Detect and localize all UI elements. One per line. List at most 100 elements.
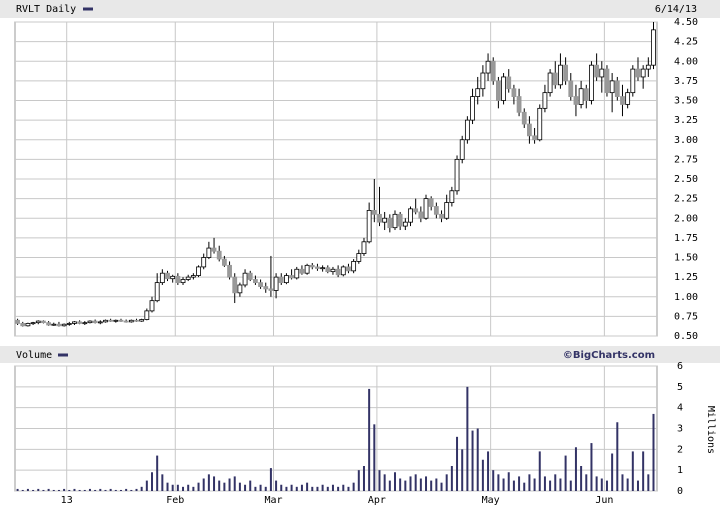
candle-body <box>480 72 486 90</box>
volume-bar <box>362 466 365 491</box>
volume-bar <box>518 476 521 491</box>
candle-body <box>139 319 145 322</box>
volume-bar <box>383 474 386 491</box>
header-band <box>0 0 720 18</box>
candle-body <box>408 208 413 223</box>
candle-body <box>377 213 382 223</box>
volume-bar <box>130 489 133 491</box>
candle-body <box>511 88 517 97</box>
volume-bar <box>280 484 283 491</box>
candle-body <box>25 323 31 327</box>
y-tick-label: 4.25 <box>674 37 698 48</box>
volume-bar <box>57 489 60 491</box>
volume-bar <box>595 476 598 491</box>
candle-body <box>439 213 444 219</box>
volume-bar <box>63 488 66 491</box>
candle-body <box>454 158 460 192</box>
candle-body <box>382 217 388 223</box>
volume-bar <box>99 488 102 491</box>
candle-body <box>128 319 134 323</box>
candle-body <box>423 198 429 219</box>
candle-body <box>56 323 62 327</box>
candle-body <box>397 213 403 227</box>
candle-body <box>268 288 274 291</box>
candle-body <box>284 275 289 284</box>
volume-bar <box>228 478 231 491</box>
y-tick-label: 2.00 <box>674 213 698 224</box>
candle-body <box>263 286 269 290</box>
volume-bar <box>533 478 536 491</box>
candle-body <box>599 68 605 78</box>
volume-bar <box>626 478 629 491</box>
volume-bar <box>145 480 148 491</box>
volume-bar <box>326 486 329 491</box>
volume-bar <box>445 474 448 491</box>
candle-body <box>15 319 20 324</box>
y-tick-label: 3.50 <box>674 96 698 107</box>
volume-bar <box>254 486 257 491</box>
candle-body <box>325 267 331 273</box>
volume-header-band <box>0 346 720 363</box>
candle-body <box>490 60 496 82</box>
candle-body <box>428 198 434 207</box>
candle-body <box>87 320 93 324</box>
candle-body <box>170 275 176 280</box>
volume-bar <box>492 470 495 491</box>
candle-body <box>30 322 36 325</box>
volume-bar <box>285 486 288 491</box>
volume-bar <box>636 480 639 491</box>
candle-body <box>449 190 455 203</box>
volume-bar <box>171 484 174 491</box>
volume-bar <box>352 482 355 491</box>
volume-bar <box>585 474 588 491</box>
candle-body <box>361 241 367 254</box>
volume-bar <box>259 484 262 491</box>
candle-body <box>134 319 139 322</box>
candle-body <box>242 272 248 286</box>
candle-body <box>495 80 501 101</box>
candle-body <box>216 250 222 260</box>
candle-body <box>346 266 351 272</box>
candle-body <box>46 322 52 326</box>
y-tick-label: 2.75 <box>674 154 698 165</box>
volume-title: Volume <box>16 350 52 361</box>
candle-body <box>356 253 362 262</box>
candle-body <box>253 279 258 284</box>
candle-body <box>521 111 527 125</box>
candle-body <box>630 68 636 94</box>
volume-bar <box>78 489 81 491</box>
volume-bar <box>404 480 407 491</box>
candle-body <box>165 272 170 280</box>
volume-bar <box>218 480 221 491</box>
y-tick-label: 1.50 <box>674 253 698 264</box>
candle-body <box>527 123 532 137</box>
volume-bar <box>223 482 226 491</box>
candle-body <box>583 88 589 101</box>
candle-body <box>330 268 336 273</box>
y-tick-label: 0.75 <box>674 311 698 322</box>
y-axis-label: Millions <box>705 406 716 454</box>
volume-bar <box>207 474 210 491</box>
candle-body <box>366 209 372 243</box>
candle-body <box>180 279 186 284</box>
candle-body <box>594 64 600 78</box>
volume-bar <box>337 486 340 491</box>
x-tick-label: May <box>482 495 500 506</box>
volume-bar <box>502 478 505 491</box>
candle-body <box>108 319 114 322</box>
candle-body <box>589 64 594 101</box>
volume-bar <box>621 474 624 491</box>
candle-body <box>206 247 212 258</box>
candle-body <box>573 96 579 105</box>
volume-bar <box>306 482 309 491</box>
volume-bar <box>290 484 293 491</box>
y-tick-label: 0.50 <box>674 331 698 342</box>
y-tick-label: 3.75 <box>674 76 698 87</box>
volume-bar <box>497 474 500 491</box>
volume-bar <box>388 480 391 491</box>
volume-bar <box>435 478 438 491</box>
volume-bar <box>269 468 272 491</box>
volume-bar <box>37 488 40 491</box>
volume-bar <box>399 478 402 491</box>
volume-bar <box>440 482 443 491</box>
